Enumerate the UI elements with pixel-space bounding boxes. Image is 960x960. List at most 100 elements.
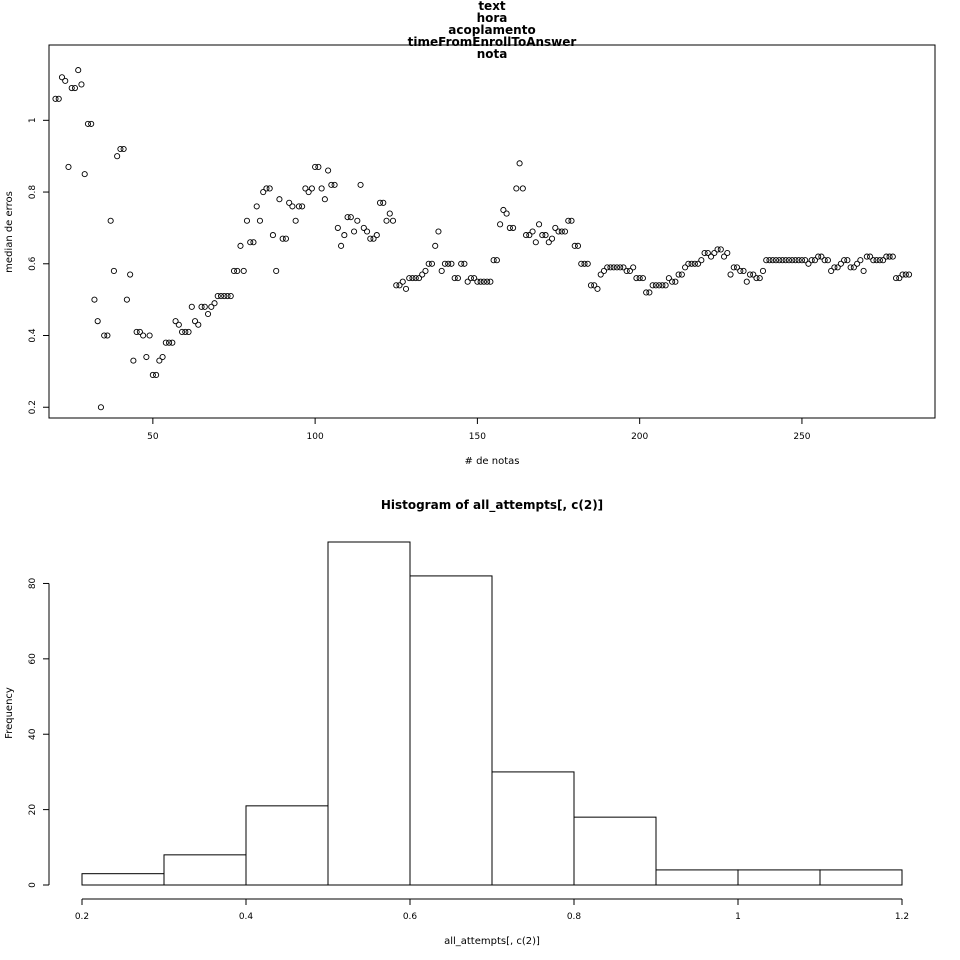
scatter-point bbox=[383, 217, 390, 224]
scatter-point bbox=[289, 203, 296, 210]
scatter-point bbox=[876, 257, 883, 264]
scatter-point bbox=[292, 217, 299, 224]
scatter-point bbox=[399, 278, 406, 285]
scatter-point bbox=[266, 185, 273, 192]
scatter-point bbox=[341, 232, 348, 239]
scatter-point bbox=[240, 267, 247, 275]
histogram-x-axis: 0.2 0.4 0.6 0.8 1 1.2 bbox=[75, 898, 909, 922]
scatter-point bbox=[62, 77, 69, 84]
scatter-x-tick-label: 250 bbox=[793, 432, 810, 442]
scatter-point bbox=[338, 242, 345, 249]
scatter-point bbox=[247, 239, 254, 246]
scatter-point bbox=[561, 228, 569, 235]
scatter-y-axis-label: median de erros bbox=[4, 191, 15, 273]
scatter-point bbox=[834, 264, 841, 271]
scatter-point bbox=[604, 264, 611, 271]
scatter-point bbox=[120, 145, 127, 153]
scatter-point bbox=[331, 181, 338, 188]
scatter-point bbox=[117, 145, 124, 153]
scatter-point bbox=[328, 181, 335, 188]
histogram-bar bbox=[573, 816, 657, 886]
scatter-point bbox=[545, 239, 552, 246]
scatter-x-axis-label: # de notas bbox=[465, 456, 520, 467]
scatter-point bbox=[422, 267, 429, 275]
scatter-point bbox=[571, 242, 578, 249]
scatter-point bbox=[52, 95, 59, 102]
scatter-point bbox=[526, 232, 533, 239]
scatter-point bbox=[276, 196, 283, 203]
scatter-point bbox=[776, 257, 783, 264]
scatter-point bbox=[591, 282, 598, 289]
scatter-point bbox=[179, 328, 186, 335]
scatter-point bbox=[850, 264, 857, 271]
scatter-point bbox=[454, 275, 461, 282]
scatter-point bbox=[841, 257, 848, 264]
scatter-point bbox=[574, 242, 582, 249]
scatter-point bbox=[318, 185, 325, 192]
scatter-point bbox=[808, 257, 815, 264]
scatter-point bbox=[467, 275, 474, 282]
scatter-panel: text hora acoplamento timeFromEnrollToAn… bbox=[4, 0, 936, 467]
scatter-point bbox=[123, 296, 130, 303]
scatter-point bbox=[805, 260, 812, 267]
scatter-y-tick-label: 0.8 bbox=[28, 185, 38, 200]
scatter-point bbox=[357, 181, 364, 188]
scatter-point bbox=[730, 264, 737, 271]
scatter-point bbox=[607, 264, 614, 271]
scatter-point bbox=[854, 260, 861, 267]
scatter-point bbox=[221, 293, 228, 300]
scatter-point bbox=[81, 171, 88, 178]
scatter-point bbox=[539, 232, 546, 239]
scatter-point bbox=[136, 328, 143, 335]
scatter-point bbox=[698, 257, 705, 264]
scatter-point bbox=[402, 285, 410, 292]
scatter-point bbox=[759, 267, 767, 275]
scatter-point bbox=[675, 271, 682, 278]
scatter-point bbox=[873, 257, 880, 264]
scatter-point bbox=[107, 217, 114, 224]
scatter-point bbox=[367, 235, 374, 242]
scatter-point bbox=[458, 260, 465, 267]
scatter-point bbox=[114, 153, 121, 160]
scatter-point bbox=[484, 278, 491, 285]
scatter-point bbox=[250, 239, 257, 246]
scatter-x-axis: 50 100 150 200 250 bbox=[147, 417, 811, 442]
scatter-point bbox=[217, 293, 225, 300]
scatter-point bbox=[844, 257, 851, 264]
scatter-point bbox=[782, 257, 789, 264]
scatter-point bbox=[487, 278, 494, 285]
scatter-point bbox=[695, 260, 702, 267]
scatter-point bbox=[91, 296, 98, 303]
scatter-point bbox=[763, 257, 770, 264]
scatter-point bbox=[188, 303, 195, 310]
scatter-point bbox=[656, 282, 663, 289]
scatter-point bbox=[445, 260, 452, 267]
scatter-point bbox=[646, 289, 653, 296]
scatter-point bbox=[870, 257, 877, 264]
scatter-point bbox=[630, 264, 637, 271]
scatter-point bbox=[753, 275, 760, 282]
scatter-point bbox=[363, 228, 371, 235]
scatter-point bbox=[510, 224, 517, 231]
scatter-point bbox=[779, 257, 786, 264]
scatter-point bbox=[506, 224, 513, 231]
scatter-point bbox=[474, 278, 481, 285]
scatter-x-tick-label: 150 bbox=[469, 432, 486, 442]
scatter-point bbox=[195, 321, 202, 328]
scatter-point bbox=[828, 267, 835, 275]
scatter-point bbox=[662, 282, 669, 289]
scatter-point bbox=[191, 318, 199, 325]
histogram-x-tick-label: 0.2 bbox=[75, 912, 89, 922]
scatter-point bbox=[133, 328, 140, 335]
scatter-point bbox=[156, 357, 163, 364]
scatter-point bbox=[295, 203, 302, 210]
scatter-point bbox=[256, 217, 264, 224]
histogram-y-axis-label: Frequency bbox=[4, 687, 15, 739]
scatter-point bbox=[110, 267, 117, 275]
scatter-point bbox=[669, 278, 676, 285]
scatter-point bbox=[227, 293, 234, 300]
scatter-point bbox=[282, 235, 289, 242]
scatter-point bbox=[815, 253, 822, 260]
scatter-point bbox=[127, 271, 134, 278]
scatter-point bbox=[721, 253, 728, 260]
